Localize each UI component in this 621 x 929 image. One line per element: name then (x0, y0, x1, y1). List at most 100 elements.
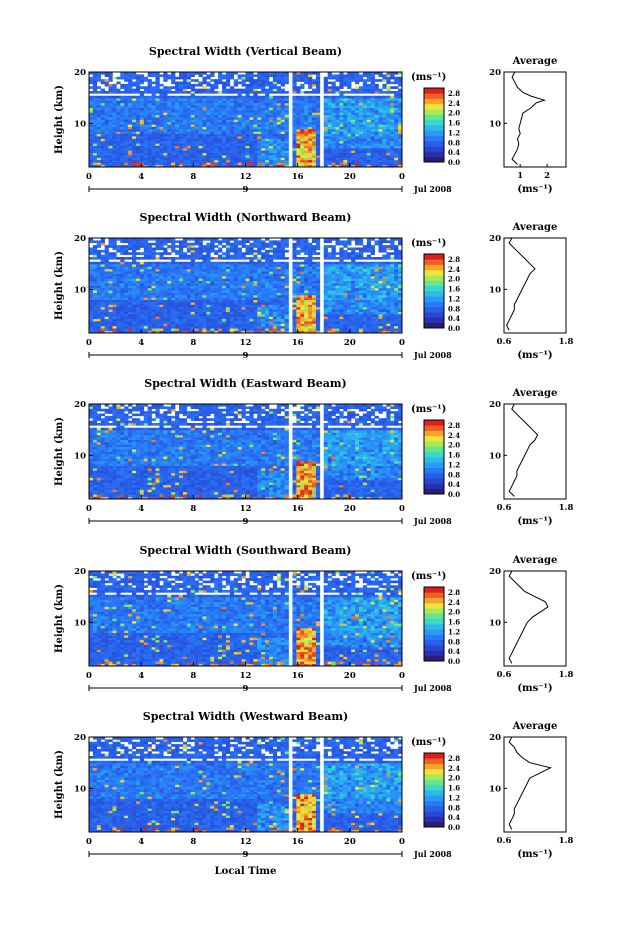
heatmap-cell (132, 141, 136, 144)
heatmap-cell (120, 101, 124, 104)
heatmap-cell (246, 290, 250, 293)
heatmap-cell (159, 321, 163, 324)
heatmap-cell (116, 148, 120, 151)
heatmap-cell (124, 148, 128, 151)
heatmap-cell (285, 82, 289, 85)
heatmap-cell (163, 96, 167, 99)
heatmap-cell (93, 314, 97, 317)
heatmap-cell (230, 328, 234, 331)
heatmap-cell (206, 264, 210, 267)
heatmap-cell (238, 103, 242, 106)
heatmap-cell (152, 286, 156, 289)
heatmap-cell (199, 82, 203, 85)
heatmap-cell (226, 84, 230, 87)
heatmap-cell (249, 300, 253, 303)
heatmap-cell (367, 134, 371, 137)
heatmap-cell (386, 148, 390, 151)
heatmap-cell (214, 316, 218, 319)
heatmap-cell (112, 302, 116, 305)
heatmap-cell (269, 91, 273, 94)
heatmap-cell (359, 129, 363, 132)
heatmap-cell (312, 150, 316, 153)
heatmap-cell (183, 103, 187, 106)
heatmap-cell (222, 300, 226, 303)
heatmap-cell (163, 278, 167, 281)
heatmap-cell (269, 328, 273, 331)
heatmap-cell (257, 240, 261, 243)
heatmap-cell (312, 148, 316, 151)
heatmap-cell (316, 131, 320, 134)
heatmap-cell (257, 146, 261, 149)
heatmap-cell (316, 84, 320, 87)
heatmap-cell (242, 243, 246, 246)
heatmap-cell (226, 302, 230, 305)
heatmap-cell (292, 243, 296, 246)
heatmap-cell (97, 110, 101, 113)
heatmap-cell (222, 307, 226, 310)
heatmap-cell (128, 158, 132, 161)
heatmap-cell (312, 127, 316, 130)
heatmap-cell (171, 86, 175, 89)
heatmap-cell (191, 255, 195, 258)
heatmap-cell (332, 146, 336, 149)
heatmap-cell (292, 269, 296, 272)
heatmap-cell (335, 89, 339, 92)
heatmap-cell (101, 134, 105, 137)
heatmap-cell (202, 321, 206, 324)
heatmap-cell (292, 77, 296, 80)
heatmap-cell (101, 302, 105, 305)
heatmap-cell (277, 307, 281, 310)
heatmap-cell (246, 302, 250, 305)
heatmap-cell (171, 286, 175, 289)
heatmap-cell (246, 274, 250, 277)
heatmap-cell (136, 160, 140, 163)
heatmap-cell (249, 286, 253, 289)
heatmap-cell (214, 98, 218, 101)
heatmap-cell (230, 312, 234, 315)
heatmap-cell (375, 131, 379, 134)
heatmap-cell (156, 136, 160, 139)
heatmap-cell (105, 290, 109, 293)
heatmap-cell (105, 110, 109, 113)
heatmap-cell (140, 262, 144, 265)
heatmap-cell (171, 240, 175, 243)
heatmap-cell (163, 150, 167, 153)
heatmap-cell (273, 141, 277, 144)
heatmap-cell (214, 300, 218, 303)
heatmap-cell (382, 158, 386, 161)
heatmap-cell (257, 293, 261, 296)
heatmap-cell (136, 312, 140, 315)
heatmap-cell (175, 257, 179, 260)
heatmap-cell (105, 283, 109, 286)
heatmap-cell (206, 302, 210, 305)
heatmap-cell (199, 319, 203, 322)
heatmap-cell (167, 127, 171, 130)
heatmap-cell (179, 286, 183, 289)
heatmap-cell (179, 316, 183, 319)
heatmap-cell (292, 131, 296, 134)
heatmap-cell (206, 160, 210, 163)
heatmap-cell (89, 305, 93, 308)
heatmap-cell (140, 312, 144, 315)
heatmap-cell (132, 112, 136, 115)
heatmap-cell (210, 105, 214, 108)
heatmap-cell (214, 110, 218, 113)
heatmap-cell (269, 309, 273, 312)
heatmap-cell (140, 148, 144, 151)
heatmap-cell (316, 110, 320, 113)
heatmap-cell (175, 98, 179, 101)
heatmap-cell (93, 274, 97, 277)
heatmap-cell (249, 153, 253, 156)
heatmap-cell (249, 158, 253, 161)
heatmap-cell (394, 120, 398, 123)
heatmap-cell (292, 307, 296, 310)
heatmap-cell (332, 129, 336, 132)
heatmap-cell (105, 264, 109, 267)
heatmap-cell (335, 122, 339, 125)
heatmap-cell (332, 139, 336, 142)
heatmap-cell (226, 328, 230, 331)
heatmap-cell (394, 79, 398, 82)
heatmap-cell (265, 314, 269, 317)
heatmap-cell (116, 274, 120, 277)
heatmap-cell (265, 255, 269, 258)
